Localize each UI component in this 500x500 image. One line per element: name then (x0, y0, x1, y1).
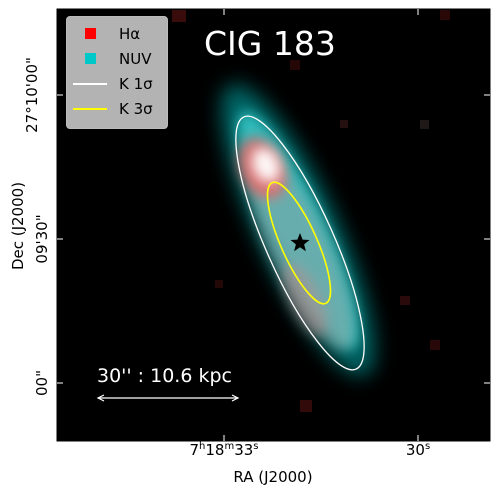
legend-item-halpha: Hα (67, 23, 167, 45)
legend-label: K 3σ (119, 100, 153, 118)
cyan-square-icon (85, 53, 96, 64)
legend: Hα NUV K 1σ K 3σ (66, 16, 168, 129)
plot-frame (56, 8, 491, 442)
legend-item-k1: K 1σ (67, 73, 167, 95)
y-axis-label: Dec (J2000) (9, 181, 27, 271)
legend-item-k3: K 3σ (67, 98, 167, 120)
legend-label: NUV (119, 50, 152, 68)
legend-label: Hα (119, 25, 141, 43)
scalebar-label: 30'' : 10.6 kpc (97, 365, 232, 387)
legend-item-nuv: NUV (67, 48, 167, 70)
white-line-icon (73, 83, 107, 85)
y-tick-label: 00" (33, 370, 51, 396)
x-tick-label: 30s (405, 441, 431, 459)
figure-title: CIG 183 (204, 24, 336, 63)
scalebar-arrow (96, 394, 240, 402)
legend-label: K 1σ (119, 75, 153, 93)
yellow-line-icon (73, 108, 107, 110)
y-tick-label: 09'30" (33, 214, 51, 264)
galaxy-emission (172, 10, 450, 412)
center-star-icon (290, 233, 310, 252)
axis-ticks (57, 9, 490, 441)
red-square-icon (85, 28, 96, 39)
k-1sigma-contour (235, 115, 365, 371)
k-3sigma-contour (266, 181, 332, 305)
y-tick-label: 27°10'00" (23, 57, 41, 133)
x-tick-label: 7h18m33s (189, 441, 259, 459)
x-axis-label: RA (J2000) (233, 468, 313, 486)
